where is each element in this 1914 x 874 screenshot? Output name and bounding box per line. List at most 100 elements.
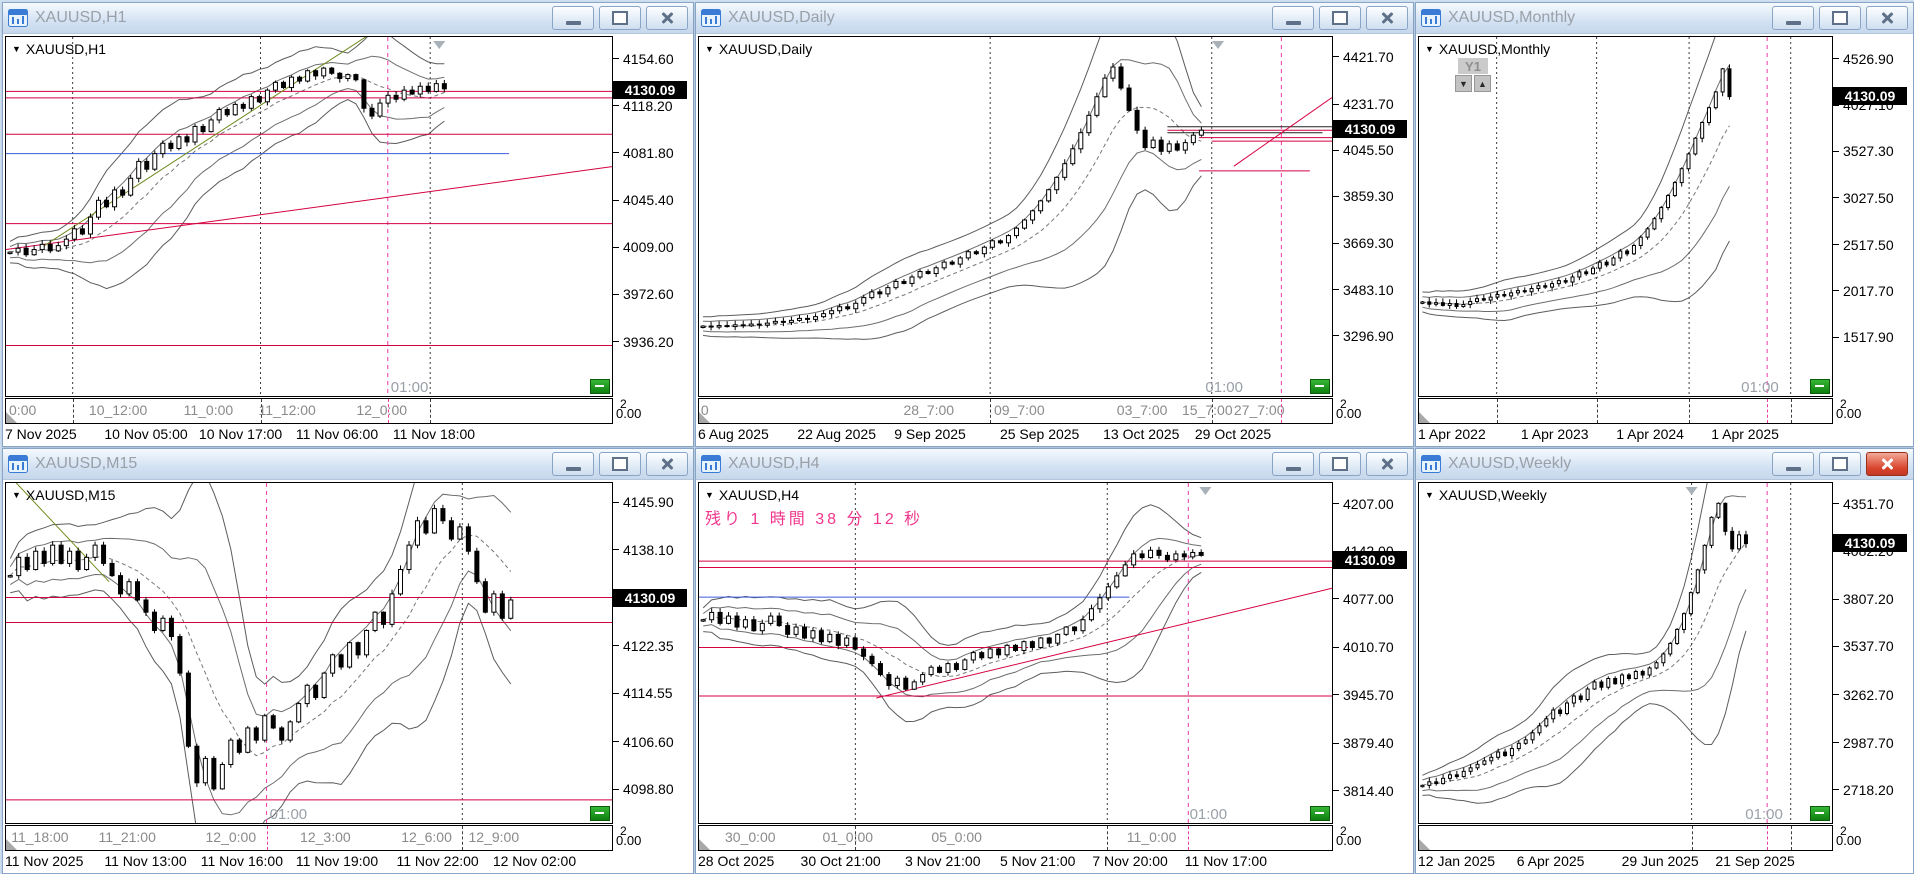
price-tick-label: 4118.20: [613, 98, 673, 114]
subwindow-resize-handle[interactable]: [699, 839, 710, 850]
scale-down-button[interactable]: ▼: [1455, 75, 1472, 92]
price-axis[interactable]: 4526.90 4027.10 3527.30 3027.50 2517.50 2017.…: [1833, 36, 1911, 397]
subwindow-gridline: [1790, 399, 1792, 423]
minimize-button[interactable]: [1772, 452, 1814, 476]
chart-symbol-label[interactable]: ▼ XAUUSD,M15: [12, 487, 116, 503]
current-bar-marker-icon: [1685, 487, 1698, 495]
subwindow-resize-handle[interactable]: [6, 839, 17, 850]
maximize-icon: [1832, 457, 1848, 471]
chart-symbol-label[interactable]: ▼ XAUUSD,Weekly: [1425, 487, 1547, 503]
price-tick-label: 3262.70: [1833, 687, 1894, 703]
time-axis[interactable]: 1 Apr 2022 1 Apr 2023 1 Apr 2024 1 Apr 2025: [1418, 424, 1833, 444]
time-axis[interactable]: 28 Oct 2025 30 Oct 21:00 3 Nov 21:00 5 Nov …: [698, 851, 1333, 871]
collapse-subwindow-button[interactable]: [1310, 806, 1330, 821]
indicator-scale-bottom: 0.00: [1336, 406, 1362, 421]
window-titlebar[interactable]: XAUUSD,H4: [696, 449, 1413, 480]
indicator-subwindow[interactable]: 0:00 10_12:00 11_0:00 11_12:00 12_0:00: [5, 398, 613, 424]
date-tick-label: 11 Nov 16:00: [200, 853, 283, 869]
current-price-badge: 4130.09: [1333, 120, 1407, 139]
window-titlebar[interactable]: XAUUSD,M15: [3, 449, 693, 480]
price-tick-label: 4114.55: [613, 685, 673, 701]
window-titlebar[interactable]: XAUUSD,H1: [3, 3, 693, 34]
date-tick-label: 28 Oct 2025: [698, 853, 775, 869]
indicator-subwindow[interactable]: [1418, 825, 1833, 851]
price-axis[interactable]: 4145.90 4138.10 4122.35 4114.55 4106.60 4098.…: [613, 482, 691, 824]
price-axis[interactable]: 4351.704082.203807.203537.703262.702987.…: [1833, 482, 1911, 824]
chart-pane[interactable]: ▼ XAUUSD,Monthly Y1 ▼ ▲ 01:00: [1418, 36, 1833, 397]
price-axis[interactable]: 4421.70 4231.70 4045.50 3859.30 3669.30 3483.…: [1333, 36, 1411, 397]
collapse-subwindow-button[interactable]: [1310, 379, 1330, 394]
time-axis[interactable]: 7 Nov 2025 10 Nov 05:00 10 Nov 17:00 11 Nov…: [5, 424, 613, 444]
minimize-button[interactable]: [552, 6, 594, 30]
window-titlebar[interactable]: XAUUSD,Daily: [696, 3, 1413, 34]
indicator-scale-bottom: 0.00: [1836, 406, 1862, 421]
chart-symbol-label[interactable]: ▼ XAUUSD,H1: [12, 41, 107, 57]
chart-pane[interactable]: ▼ XAUUSD,Weekly 01:00: [1418, 482, 1833, 824]
subwindow-time-label: 0: [700, 402, 709, 418]
subwindow-gridline: [387, 399, 389, 423]
collapse-subwindow-button[interactable]: [1810, 806, 1830, 821]
close-button[interactable]: [1366, 452, 1408, 476]
maximize-button[interactable]: [1319, 6, 1361, 30]
date-tick-label: 1 Apr 2022: [1418, 426, 1486, 442]
indicator-subwindow[interactable]: 11_18:00 11_21:00 12_0:00 12_3:00 12_6:00 12_…: [5, 825, 613, 851]
indicator-axis: 2 0.00: [1333, 397, 1411, 424]
subwindow-time-label: 11_21:00: [98, 829, 156, 845]
time-axis[interactable]: 11 Nov 2025 11 Nov 13:00 11 Nov 16:00 11 No…: [5, 851, 613, 871]
date-tick-label: 7 Nov 20:00: [1092, 853, 1168, 869]
subwindow-resize-handle[interactable]: [1419, 412, 1430, 423]
collapse-subwindow-button[interactable]: [1810, 379, 1830, 394]
indicator-subwindow[interactable]: [1418, 398, 1833, 424]
close-button[interactable]: [646, 6, 688, 30]
scale-up-button[interactable]: ▲: [1474, 75, 1491, 92]
maximize-button[interactable]: [1819, 452, 1861, 476]
minimize-button[interactable]: [1272, 6, 1314, 30]
candlestick-plot: [6, 37, 612, 396]
subwindow-resize-handle[interactable]: [699, 412, 710, 423]
time-axis[interactable]: 6 Aug 2025 22 Aug 2025 9 Sep 2025 25 Sep 20…: [698, 424, 1333, 444]
chart-symbol-label[interactable]: ▼ XAUUSD,Daily: [705, 41, 813, 57]
maximize-button[interactable]: [1319, 452, 1361, 476]
chart-symbol-label[interactable]: ▼ XAUUSD,Monthly: [1425, 41, 1551, 57]
minimize-button[interactable]: [1272, 452, 1314, 476]
chart-pane[interactable]: ▼ XAUUSD,Daily 01:00: [698, 36, 1333, 397]
indicator-subwindow[interactable]: 30_0:00 01_0:00 05_0:00 11_0:00: [698, 825, 1333, 851]
subwindow-time-label: 28_7:00: [903, 402, 955, 418]
price-tick-label: 3669.30: [1333, 235, 1394, 251]
maximize-button[interactable]: [599, 6, 641, 30]
minimize-icon: [1785, 466, 1801, 471]
subwindow-resize-handle[interactable]: [1419, 839, 1430, 850]
collapse-subwindow-button[interactable]: [590, 379, 610, 394]
close-button[interactable]: [1866, 452, 1908, 476]
maximize-icon: [1832, 11, 1848, 25]
maximize-button[interactable]: [599, 452, 641, 476]
chart-pane[interactable]: ▼ XAUUSD,H1 01:00: [5, 36, 613, 397]
window-titlebar[interactable]: XAUUSD,Monthly: [1416, 3, 1913, 34]
collapse-subwindow-button[interactable]: [590, 806, 610, 821]
maximize-button[interactable]: [1819, 6, 1861, 30]
chart-symbol-label[interactable]: ▼ XAUUSD,H4: [705, 487, 800, 503]
subwindow-time-label: 30_0:00: [724, 829, 776, 845]
window-titlebar[interactable]: XAUUSD,Weekly: [1416, 449, 1913, 480]
price-tick-label: 4207.00: [1333, 496, 1394, 512]
time-axis[interactable]: 12 Jan 2025 6 Apr 2025 29 Jun 2025 21 Sep 2…: [1418, 851, 1833, 871]
indicator-axis: 2 0.00: [613, 824, 691, 851]
close-button[interactable]: [646, 452, 688, 476]
minimize-icon: [565, 20, 581, 25]
price-tick-label: 4154.60: [613, 51, 674, 67]
maximize-icon: [1332, 11, 1348, 25]
subwindow-resize-handle[interactable]: [6, 412, 17, 423]
price-axis[interactable]: 4207.004142.004077.004010.703945.703879.…: [1333, 482, 1411, 824]
close-button[interactable]: [1366, 6, 1408, 30]
chart-pane[interactable]: ▼ XAUUSD,H4 残り 1 時間 38 分 12 秒 01:00: [698, 482, 1333, 824]
date-tick-label: 11 Nov 19:00: [295, 853, 379, 869]
minimize-button[interactable]: [552, 452, 594, 476]
close-button[interactable]: [1866, 6, 1908, 30]
minimize-button[interactable]: [1772, 6, 1814, 30]
indicator-scale-top: 2: [1840, 824, 1847, 838]
date-tick-label: 9 Sep 2025: [894, 426, 966, 442]
indicator-subwindow[interactable]: 0 28_7:00 09_7:00 03_7:00 15_7:00 27_7:00: [698, 398, 1333, 424]
date-tick-label: 29 Jun 2025: [1621, 853, 1699, 869]
price-axis[interactable]: 4154.60 4118.20 4081.80 4045.40 4009.00 3972.…: [613, 36, 691, 397]
chart-pane[interactable]: ▼ XAUUSD,M15 01:00: [5, 482, 613, 824]
